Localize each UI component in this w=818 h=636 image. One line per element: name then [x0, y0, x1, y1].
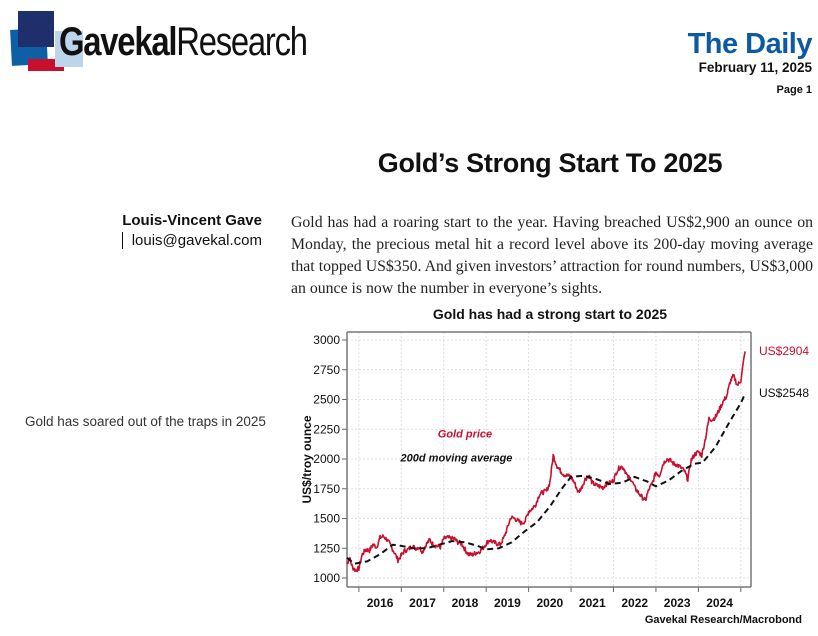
chart-grid	[347, 332, 751, 587]
article-body: Gold has had a roaring start to the year…	[291, 214, 813, 297]
publication-date: February 11, 2025	[698, 60, 812, 75]
x-tick-label: 2016	[367, 596, 394, 610]
x-tick-label: 2019	[494, 596, 521, 610]
publication-title: The Daily	[687, 28, 813, 60]
y-tick-label: 1000	[313, 571, 340, 585]
x-tick-label: 2017	[409, 596, 436, 610]
gavekal-research-logo: GavekalResearch	[8, 8, 338, 78]
chart-lines	[346, 351, 747, 573]
page-number: Page 1	[776, 84, 812, 96]
y-tick-label: 2250	[313, 422, 340, 436]
y-tick-label: 1750	[313, 482, 340, 496]
author-name: Louis-Vincent Gave	[122, 212, 262, 229]
logo-regular-text: Research	[176, 20, 308, 64]
moving-average-line	[346, 393, 747, 565]
chart-ticks: 1000 1250 1500 1750 2000 2250 2500 2750 3000 2016…	[313, 331, 752, 610]
moving-average-end-label: US$2548	[759, 386, 809, 400]
chart-labels: US$/troy ounce Gold price US$2904 200d movi…	[300, 344, 809, 504]
x-tick-label: 2018	[452, 596, 479, 610]
chart-source: Gavekal Research/Macrobond	[644, 614, 802, 626]
chart-side-caption: Gold has soared out of the traps in 2025	[25, 414, 266, 429]
y-tick-label: 2750	[313, 363, 340, 377]
y-tick-label: 1250	[313, 541, 340, 555]
x-tick-label: 2024	[706, 596, 733, 610]
x-tick-label: 2021	[579, 596, 606, 610]
logo-square-dark	[18, 11, 54, 47]
gold-price-end-label: US$2904	[759, 344, 809, 358]
y-tick-label: 3000	[313, 333, 340, 347]
author-email[interactable]: louis@gavekal.com	[122, 232, 262, 249]
chart-title: Gold has had a strong start to 2025	[432, 306, 668, 322]
y-tick-label: 2500	[313, 393, 340, 407]
article-title: Gold’s Strong Start To 2025	[377, 148, 723, 178]
moving-average-legend-label: 200d moving average	[400, 452, 513, 464]
x-tick-label: 2023	[664, 596, 691, 610]
logo-bold-text: Gavekal	[59, 20, 177, 64]
y-tick-label: 2000	[313, 452, 340, 466]
logo-square-light	[55, 31, 83, 67]
y-axis-label: US$/troy ounce	[300, 415, 314, 503]
x-tick-label: 2020	[536, 596, 563, 610]
logo-wordmark: GavekalResearch	[59, 20, 308, 65]
x-tick-label: 2022	[621, 596, 648, 610]
y-tick-label: 1500	[313, 512, 340, 526]
author-block: Louis-Vincent Gave louis@gavekal.com	[122, 212, 262, 249]
publication-header: The Daily February 11, 2025 Page 1	[687, 28, 813, 96]
gold-price-legend-label: Gold price	[438, 429, 492, 441]
gold-price-chart: 1000 1250 1500 1750 2000 2250 2500 2750 3000 2016…	[300, 331, 809, 610]
